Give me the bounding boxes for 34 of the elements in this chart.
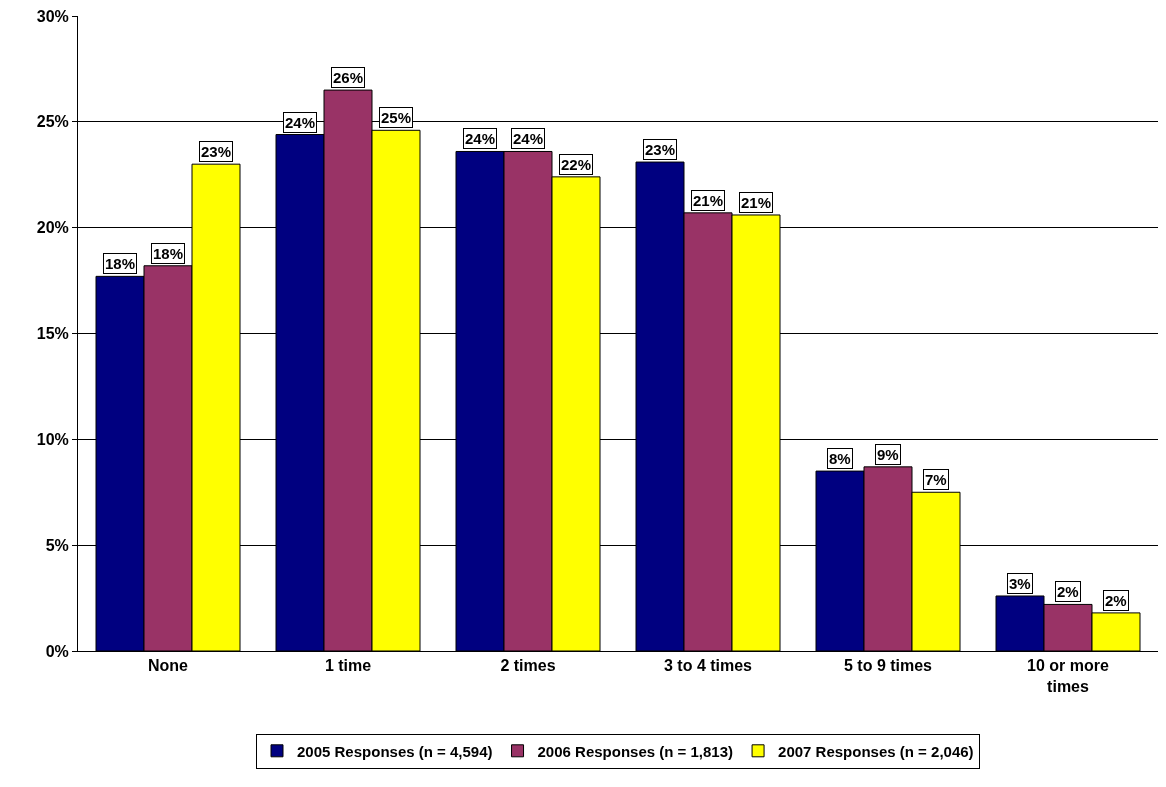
x-tick-label: 5 to 9 times xyxy=(843,657,933,675)
legend-label: 2005 Responses (n = 4,594) xyxy=(297,742,493,760)
data-label: 8% xyxy=(829,450,851,467)
y-tick-label: 0% xyxy=(45,642,69,660)
data-label: 24% xyxy=(285,114,316,131)
y-tick-label: 30% xyxy=(36,7,69,25)
y-tick-label: 10% xyxy=(36,430,69,448)
y-tick-label: 15% xyxy=(36,325,69,343)
data-label: 23% xyxy=(201,143,232,160)
data-label: 18% xyxy=(153,245,184,262)
y-tick-label: 25% xyxy=(36,113,69,131)
data-label: 26% xyxy=(333,69,364,86)
x-tick-label: 1 time xyxy=(324,657,372,675)
data-label: 18% xyxy=(105,255,136,272)
data-label: 3% xyxy=(1009,575,1031,592)
data-label: 23% xyxy=(645,141,676,158)
data-label: 24% xyxy=(465,130,496,147)
data-label: 25% xyxy=(381,109,412,126)
data-label: 7% xyxy=(925,471,947,488)
x-tick-label: None xyxy=(148,657,189,675)
x-tick-label: 3 to 4 times xyxy=(663,657,753,675)
y-tick-label: 20% xyxy=(36,219,69,237)
y-tick-label: 5% xyxy=(45,536,69,554)
data-label: 21% xyxy=(741,194,772,211)
x-tick-label: 2 times xyxy=(500,657,556,675)
legend-label: 2006 Responses (n = 1,813) xyxy=(537,742,734,760)
x-tick-label: 10 or more times xyxy=(1027,657,1110,695)
data-label: 22% xyxy=(561,156,592,173)
data-label: 24% xyxy=(513,130,544,147)
legend-label: 2007 Responses (n = 2,046) xyxy=(778,742,974,760)
data-label: 2% xyxy=(1057,583,1079,600)
data-label: 9% xyxy=(877,446,899,463)
data-label: 21% xyxy=(693,192,724,209)
data-label: 2% xyxy=(1105,592,1127,609)
